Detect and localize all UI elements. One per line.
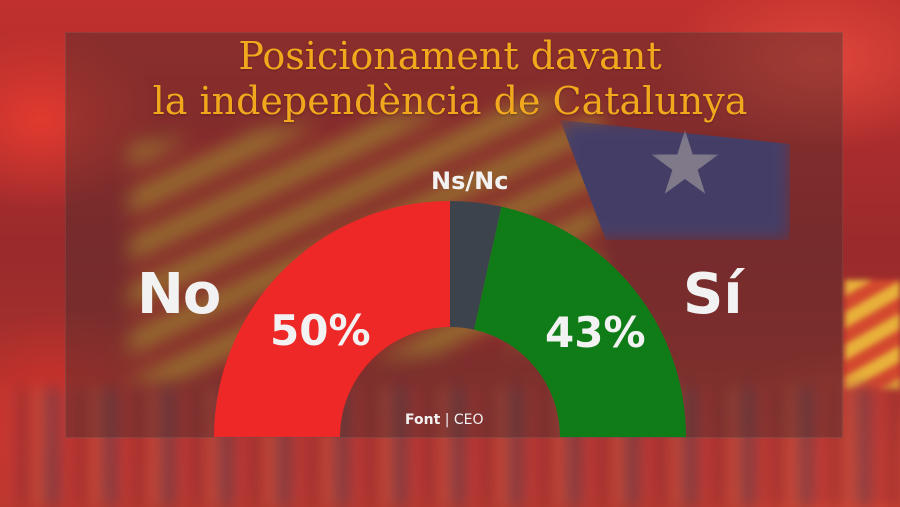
gauge-segment-no [214,201,450,437]
chart-title-line2: la independència de Catalunya [152,79,748,123]
gauge-segment-si [473,206,686,437]
label-nsnc: Ns/Nc [431,167,509,195]
chart-title-line1: Posicionament davant [238,34,662,78]
source-prefix: Font [405,412,441,428]
source-separator: | [444,412,450,428]
value-si: 43% [545,308,646,357]
source-note: Font | CEO [405,412,484,428]
label-no: No [137,262,221,327]
background-crowd [0,387,900,507]
chart-title: Posicionament davant la independència de… [0,34,900,124]
source-name: CEO [453,412,484,428]
value-no: 50% [270,306,371,355]
gauge-segment-nsnc [450,201,502,330]
background-flag-right [845,280,900,390]
label-si: Sí [683,262,743,327]
